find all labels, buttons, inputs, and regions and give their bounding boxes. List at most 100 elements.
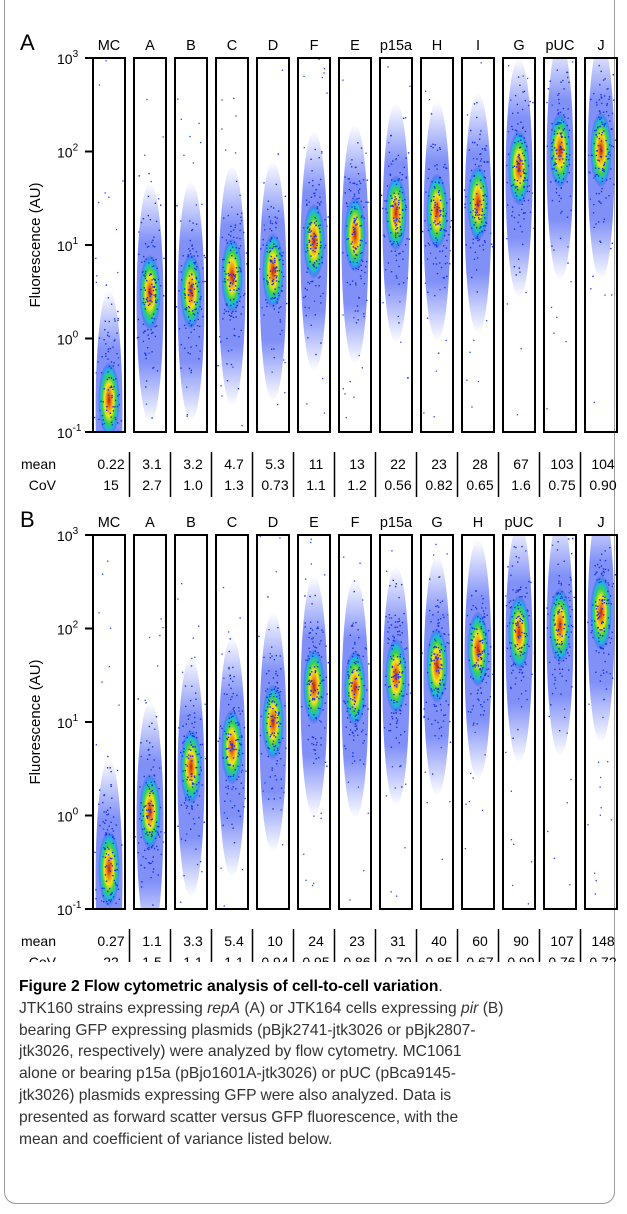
scatter-point — [313, 240, 316, 243]
scatter-point — [273, 798, 275, 800]
scatter-point — [231, 312, 233, 314]
scatter-point — [142, 340, 145, 343]
scatter-point — [353, 396, 355, 398]
scatter-point — [423, 716, 425, 719]
scatter-point — [106, 846, 109, 848]
scatter-point — [310, 248, 312, 250]
scatter-point — [405, 783, 407, 785]
scatter-point — [219, 725, 222, 727]
scatter-point — [241, 212, 243, 214]
scatter-point — [440, 643, 443, 646]
scatter-point — [225, 757, 227, 759]
scatter-point — [519, 271, 521, 273]
scatter-point — [568, 636, 570, 638]
scatter-point — [506, 181, 509, 184]
scatter-point — [601, 132, 603, 134]
scatter-point — [437, 623, 439, 625]
scatter-point — [103, 339, 105, 341]
scatter-point — [182, 742, 184, 744]
scatter-point — [185, 723, 188, 725]
scatter-point — [438, 672, 440, 674]
scatter-point — [235, 306, 237, 309]
scatter-point — [515, 624, 518, 627]
scatter-point — [315, 632, 318, 635]
scatter-point — [113, 318, 116, 320]
scatter-point — [399, 662, 402, 664]
scatter-point — [469, 202, 472, 204]
scatter-point — [280, 809, 282, 811]
scatter-point — [515, 186, 517, 188]
scatter-point — [405, 177, 407, 179]
scatter-point — [109, 386, 111, 389]
scatter-point — [522, 75, 524, 77]
scatter-point — [389, 655, 392, 658]
scatter-point — [100, 372, 103, 374]
scatter-point — [481, 670, 483, 672]
scatter-point — [526, 634, 528, 637]
scatter-point — [387, 621, 389, 623]
scatter-point — [396, 684, 398, 686]
scatter-point — [311, 671, 313, 673]
scatter-point — [198, 795, 201, 797]
scatter-point — [472, 198, 475, 201]
scatter-point — [354, 678, 357, 680]
scatter-point — [309, 681, 311, 683]
scatter-point — [314, 192, 316, 194]
scatter-point — [444, 263, 447, 265]
scatter-point — [140, 742, 142, 744]
scatter-point — [229, 282, 232, 285]
scatter-point — [314, 646, 316, 648]
scatter-point — [477, 655, 480, 657]
scatter-point — [517, 112, 519, 114]
scatter-point — [601, 180, 603, 183]
scatter-point — [561, 151, 563, 154]
scatter-point — [396, 656, 399, 658]
scatter-point — [608, 625, 610, 627]
scatter-point — [226, 380, 229, 382]
mean-value: 24 — [308, 933, 324, 949]
scatter-point — [432, 614, 434, 616]
scatter-point — [436, 164, 438, 166]
column-frame — [461, 534, 495, 910]
scatter-point — [182, 725, 184, 727]
scatter-point — [198, 625, 200, 627]
scatter-point — [201, 743, 204, 746]
category-label: p15a — [380, 515, 413, 531]
scatter-point — [483, 213, 485, 216]
scatter-point — [601, 188, 603, 190]
scatter-point — [384, 200, 386, 202]
scatter-point — [269, 239, 271, 242]
scatter-point — [278, 739, 280, 741]
scatter-point — [490, 243, 493, 245]
scatter-point — [103, 887, 105, 890]
scatter-point — [233, 236, 235, 239]
scatter-point — [516, 133, 518, 135]
scatter-point — [483, 631, 485, 634]
scatter-point — [192, 705, 195, 707]
scatter-point — [604, 122, 607, 125]
scatter-point — [150, 273, 152, 275]
scatter-point — [182, 770, 184, 772]
scatter-point — [383, 236, 386, 238]
scatter-point — [433, 638, 436, 640]
scatter-point — [228, 666, 230, 669]
scatter-point — [436, 605, 439, 607]
scatter-point — [551, 199, 554, 202]
scatter-point — [440, 726, 443, 728]
scatter-point — [608, 195, 610, 197]
scatter-point — [392, 579, 394, 582]
scatter-point — [278, 711, 280, 714]
scatter-point — [481, 809, 484, 811]
scatter-point — [388, 151, 391, 154]
scatter-point — [271, 230, 273, 232]
scatter-point — [601, 150, 603, 152]
scatter-point — [566, 631, 568, 633]
scatter-point — [148, 288, 151, 290]
scatter-point — [551, 104, 553, 106]
scatter-point — [235, 247, 237, 249]
scatter-point — [517, 604, 519, 607]
scatter-point — [570, 281, 572, 283]
scatter-point — [235, 267, 238, 269]
scatter-point — [475, 212, 477, 214]
scatter-point — [317, 627, 319, 629]
